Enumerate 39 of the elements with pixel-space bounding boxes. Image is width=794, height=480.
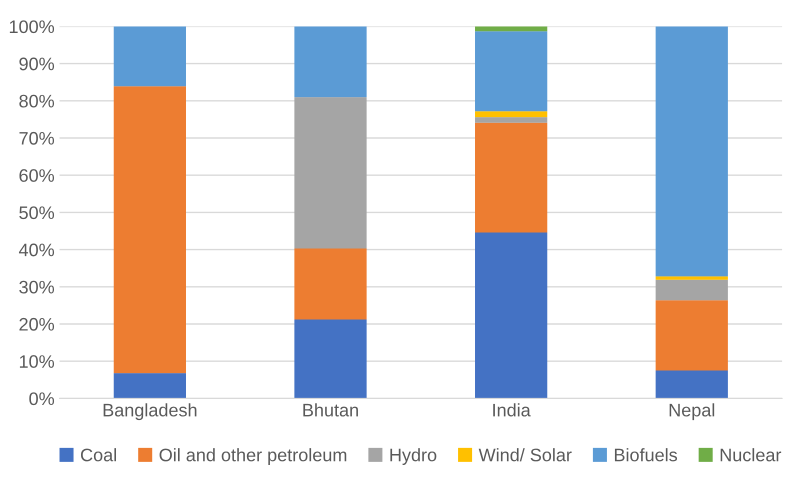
bar — [656, 26, 728, 276]
y-tick-label: 60% — [19, 169, 54, 182]
x-tick-label: Bangladesh — [104, 403, 196, 420]
bar — [294, 97, 367, 248]
x-tick-label: Bhutan — [303, 403, 358, 417]
y-tick-label: 0% — [29, 392, 54, 406]
y-tick-label: 70% — [19, 132, 54, 145]
bar — [656, 276, 728, 280]
bar — [475, 111, 548, 118]
bar — [475, 26, 548, 32]
bar — [656, 280, 728, 300]
y-tick-label: 100% — [10, 20, 54, 34]
y-tick-label: 40% — [18, 244, 54, 256]
legend-label: Hydro — [390, 448, 436, 465]
y-tick-label: 50% — [19, 206, 54, 220]
bar — [114, 373, 186, 398]
x-tick-label: India — [493, 403, 531, 417]
y-tick-label: 80% — [19, 94, 54, 108]
bar — [475, 122, 548, 232]
legend-label: Biofuels — [614, 448, 678, 462]
bar — [475, 232, 548, 398]
bar — [114, 86, 186, 374]
y-tick-label: 10% — [20, 355, 54, 368]
bar — [656, 300, 728, 370]
bar — [294, 320, 367, 398]
bar — [294, 248, 367, 320]
bar — [475, 31, 548, 112]
legend-label: Oil and other petroleum — [160, 448, 346, 465]
bar — [294, 26, 367, 98]
bar — [475, 117, 548, 123]
legend-label: Wind/ Solar — [478, 448, 572, 462]
bar — [114, 26, 186, 86]
legend-label: Nuclear — [720, 448, 782, 462]
y-tick-label: 30% — [19, 280, 54, 294]
y-tick-label: 90% — [19, 58, 54, 70]
legend-label: Coal — [80, 448, 116, 462]
bar — [656, 370, 728, 398]
x-tick-label: Nepal — [670, 403, 714, 420]
y-tick-label: 20% — [19, 318, 54, 331]
